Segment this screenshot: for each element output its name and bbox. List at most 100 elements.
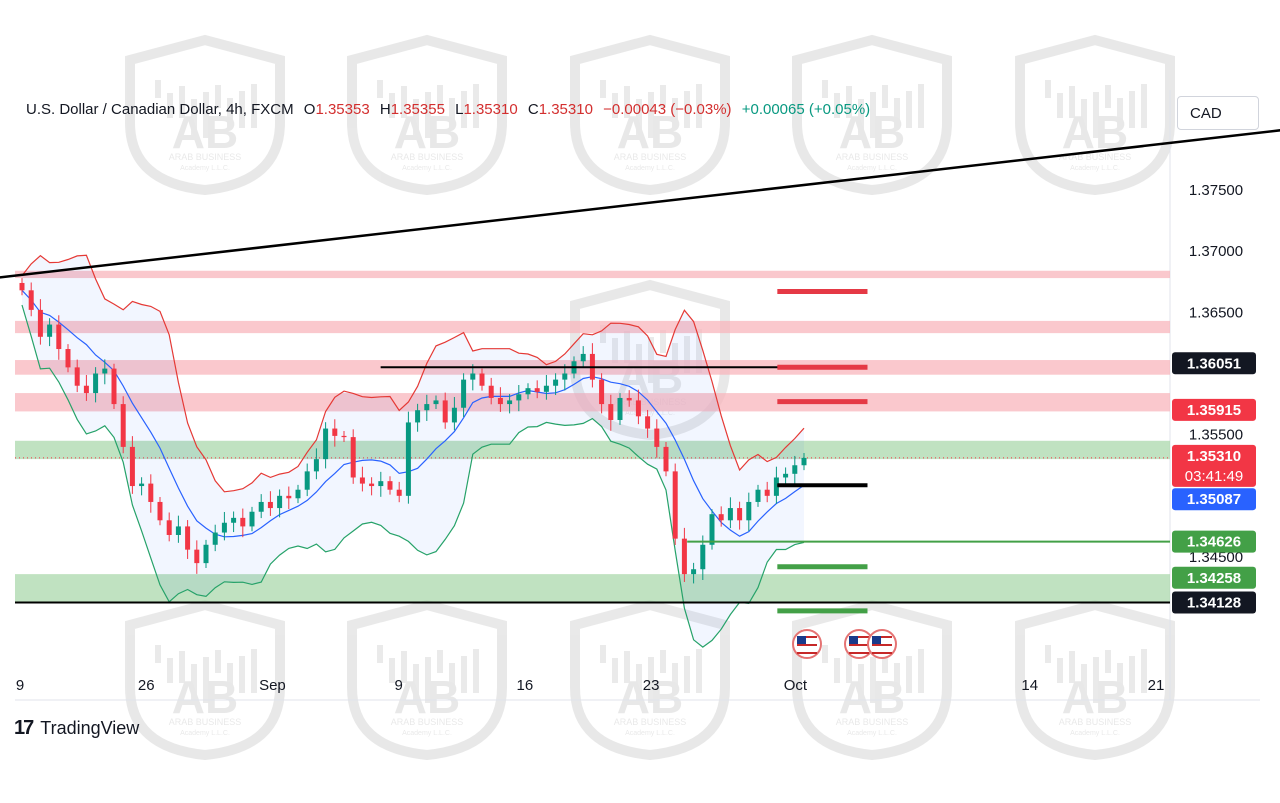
candle[interactable] <box>801 453 807 471</box>
candle[interactable] <box>221 511 227 541</box>
candle[interactable] <box>323 422 329 469</box>
candle[interactable] <box>28 282 34 317</box>
candle[interactable] <box>185 520 191 559</box>
candle[interactable] <box>240 508 246 538</box>
candle[interactable] <box>672 463 678 546</box>
candle[interactable] <box>231 511 237 533</box>
candle[interactable] <box>286 486 292 510</box>
candle[interactable] <box>737 501 743 530</box>
candle[interactable] <box>194 540 200 574</box>
candle[interactable] <box>415 403 421 432</box>
candle[interactable] <box>645 409 651 438</box>
candle[interactable] <box>553 373 559 396</box>
candle[interactable] <box>433 395 439 409</box>
economic-event-flag-icon[interactable] <box>792 629 822 659</box>
watermark-bar-icon <box>624 651 630 683</box>
flag-canton <box>849 636 858 644</box>
tradingview-logo[interactable]: 17 TradingView <box>14 717 139 740</box>
candle[interactable] <box>773 466 779 504</box>
candle[interactable] <box>341 430 347 443</box>
candle[interactable] <box>507 394 513 414</box>
watermark-bar-icon <box>191 99 197 138</box>
trendline[interactable] <box>0 129 1280 285</box>
candle[interactable] <box>19 278 25 296</box>
candle[interactable] <box>74 359 80 393</box>
candle[interactable] <box>470 364 476 391</box>
candle[interactable] <box>516 384 522 412</box>
candle[interactable] <box>654 419 660 458</box>
candle[interactable] <box>497 387 503 412</box>
support-zone <box>15 574 1170 604</box>
candle[interactable] <box>562 364 568 391</box>
candle[interactable] <box>83 374 89 401</box>
candle[interactable] <box>396 481 402 503</box>
candle[interactable] <box>111 363 117 409</box>
flag-stripe <box>872 644 892 646</box>
candle[interactable] <box>461 373 467 418</box>
candle[interactable] <box>129 436 135 494</box>
candle[interactable] <box>139 477 145 496</box>
candle[interactable] <box>313 448 319 480</box>
candle[interactable] <box>405 411 411 504</box>
candle[interactable] <box>700 535 706 580</box>
candle[interactable] <box>764 481 770 503</box>
symbol-title[interactable]: U.S. Dollar / Canadian Dollar, 4h, FXCM <box>26 101 294 118</box>
candle[interactable] <box>267 491 273 516</box>
candle[interactable] <box>378 471 384 497</box>
candle[interactable] <box>451 396 457 431</box>
candle[interactable] <box>617 393 623 425</box>
candle[interactable] <box>525 383 531 400</box>
candle[interactable] <box>369 477 375 496</box>
candle[interactable] <box>709 509 715 550</box>
candle[interactable] <box>102 359 108 385</box>
candle[interactable] <box>608 394 614 431</box>
candle[interactable] <box>755 484 761 507</box>
candle[interactable] <box>249 506 255 532</box>
candle[interactable] <box>175 515 181 543</box>
candle[interactable] <box>304 463 310 497</box>
candle[interactable] <box>120 396 126 454</box>
candle[interactable] <box>543 374 549 400</box>
economic-event-flag-icon[interactable] <box>867 629 897 659</box>
watermark-bar-icon <box>696 329 702 373</box>
candle[interactable] <box>65 344 71 373</box>
candle[interactable] <box>258 494 264 519</box>
candle[interactable] <box>37 299 43 345</box>
candle[interactable] <box>691 562 697 584</box>
candle[interactable] <box>93 367 99 403</box>
candle[interactable] <box>479 368 485 391</box>
candle[interactable] <box>212 524 218 552</box>
economic-event-flag-icon[interactable] <box>844 629 874 659</box>
candle[interactable] <box>488 377 494 405</box>
candles[interactable] <box>19 278 807 584</box>
candle[interactable] <box>746 492 752 532</box>
candle[interactable] <box>599 373 605 414</box>
candle[interactable] <box>148 474 154 513</box>
candle[interactable] <box>387 476 393 495</box>
candle[interactable] <box>203 539 209 569</box>
candle[interactable] <box>635 389 641 425</box>
candle[interactable] <box>56 315 62 360</box>
candle[interactable] <box>792 455 798 485</box>
candle[interactable] <box>442 392 448 429</box>
currency-button[interactable]: CAD <box>1177 96 1259 130</box>
candle[interactable] <box>681 527 687 582</box>
candle[interactable] <box>580 346 586 368</box>
candle[interactable] <box>663 442 669 477</box>
candle[interactable] <box>534 380 540 399</box>
candle[interactable] <box>332 419 338 447</box>
candle[interactable] <box>47 318 53 347</box>
candle[interactable] <box>424 394 430 421</box>
candle[interactable] <box>718 506 724 527</box>
candle[interactable] <box>350 429 356 484</box>
candle[interactable] <box>295 484 301 504</box>
event-markers[interactable] <box>792 629 897 659</box>
candle[interactable] <box>166 512 172 542</box>
candle[interactable] <box>157 497 163 526</box>
candle[interactable] <box>277 489 283 518</box>
candle[interactable] <box>727 497 733 529</box>
candle[interactable] <box>359 466 365 492</box>
candle[interactable] <box>626 390 632 407</box>
drawing-lines[interactable] <box>0 129 1280 614</box>
